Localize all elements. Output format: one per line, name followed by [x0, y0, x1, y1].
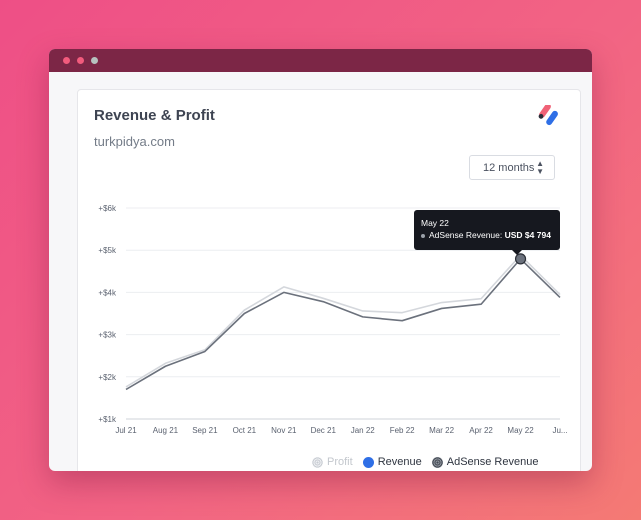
chart-legend: Profit Revenue AdSense Revenue: [312, 456, 538, 468]
y-tick-label: +$4k: [98, 288, 117, 297]
legend-swatch-adsense: [431, 456, 443, 468]
x-tick-label: Oct 21: [233, 426, 257, 435]
window-titlebar: [49, 49, 592, 72]
legend-swatch-revenue: [362, 456, 374, 468]
highlighted-point: [514, 253, 527, 265]
card-title: Revenue & Profit: [94, 107, 215, 124]
chart-tooltip: May 22 AdSense Revenue: USD $4 794: [414, 210, 560, 255]
legend-label-profit: Profit: [327, 456, 353, 468]
legend-label-revenue: Revenue: [377, 456, 422, 468]
y-tick-label: +$1k: [98, 415, 117, 424]
series-line: [125, 254, 561, 388]
y-tick-label: +$3k: [98, 331, 117, 340]
x-tick-label: Jul 21: [115, 426, 137, 435]
legend-item-revenue[interactable]: Revenue: [362, 456, 422, 468]
x-tick-label: Apr 22: [469, 426, 493, 435]
legend-swatch-profit: [312, 456, 323, 468]
x-tick-label: Aug 21: [153, 426, 179, 435]
x-tick-label: Sep 21: [192, 426, 218, 435]
period-select-value: 12 months: [483, 161, 535, 174]
app-logo-icon: [538, 105, 558, 126]
legend-item-adsense[interactable]: AdSense Revenue: [431, 456, 539, 468]
y-tick-label: +$5k: [98, 246, 117, 255]
x-tick-label: Mar 22: [429, 426, 454, 435]
legend-item-profit[interactable]: Profit: [312, 456, 353, 468]
x-tick-label: May 22: [507, 426, 534, 435]
series-line: [125, 258, 561, 391]
legend-label-adsense: AdSense Revenue: [446, 456, 539, 468]
tooltip-label: AdSense Revenue:: [429, 230, 503, 240]
minimize-window-button[interactable]: [77, 57, 84, 64]
revenue-profit-card: Revenue & Profit turkpidya.com 12 months…: [77, 89, 581, 471]
y-tick-label: +$6k: [98, 204, 117, 213]
x-tick-label: Dec 21: [311, 426, 337, 435]
x-tick-label: Feb 22: [390, 426, 415, 435]
close-window-button[interactable]: [63, 57, 70, 64]
maximize-window-button[interactable]: [91, 57, 98, 64]
y-tick-label: +$2k: [98, 373, 117, 382]
tooltip-month: May 22: [421, 218, 449, 228]
sort-caret-icon: ▲ ▼: [536, 158, 544, 176]
revenue-line-chart[interactable]: +$1k +$2k +$3k +$4k +$5k +$6k Jul 21 Aug 21 Sep …: [78, 190, 580, 440]
x-tick-label: Nov 21: [271, 426, 297, 435]
tooltip-value: USD $4 794: [504, 230, 551, 240]
site-domain: turkpidya.com: [94, 134, 175, 149]
x-tick-label: Jan 22: [351, 426, 376, 435]
browser-window: Revenue & Profit turkpidya.com 12 months…: [49, 49, 592, 471]
period-select[interactable]: 12 months ▲ ▼: [469, 155, 555, 180]
tooltip-series-dot: [421, 233, 425, 238]
x-tick-label: Ju...: [552, 426, 567, 435]
